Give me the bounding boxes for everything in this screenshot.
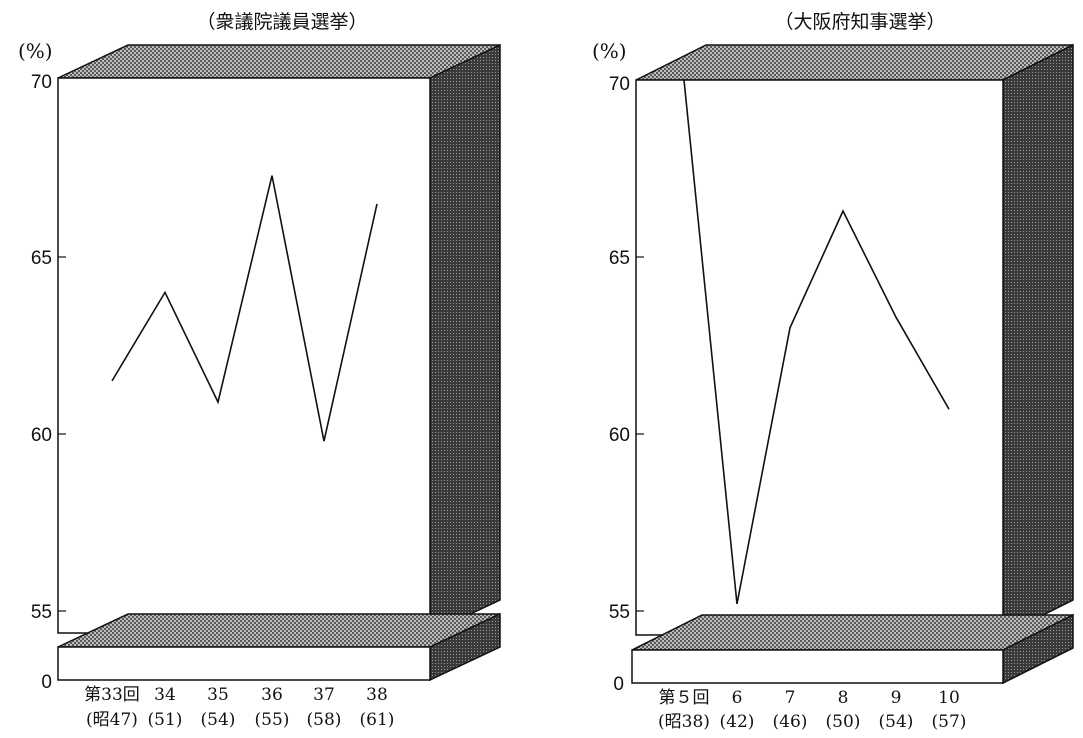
x-tick-label: 7	[785, 688, 796, 708]
box-top-face	[57, 44, 501, 79]
y-zero-label: 0	[41, 672, 52, 693]
x-tick-sublabel: (57)	[932, 712, 967, 732]
series-line	[683, 79, 950, 605]
x-tick-label: 9	[891, 688, 902, 708]
x-tick-sublabel: (昭38)	[658, 712, 710, 732]
y-tick-label: 60	[31, 425, 52, 446]
y-axis-unit-label: (%)	[18, 39, 53, 63]
x-tick-sublabel: (54)	[201, 710, 236, 730]
x-tick-label: 第33回	[84, 685, 140, 705]
x-tick-sublabel: (51)	[148, 710, 183, 730]
x-tick-sublabel: (61)	[360, 710, 395, 730]
x-tick-sublabel: (54)	[879, 712, 914, 732]
y-tick-label: 60	[609, 425, 630, 446]
x-tick-sublabel: (昭47)	[86, 710, 138, 730]
y-zero-label: 0	[613, 674, 624, 695]
chart-house-of-representatives: （衆議院議員選挙） (%) 70 65 60 55 0 第33回 (昭47) 34 (…	[18, 11, 501, 730]
x-tick-sublabel: (50)	[826, 712, 861, 732]
x-tick-label: 35	[207, 685, 229, 705]
x-tick-sublabel: (55)	[255, 710, 290, 730]
box-side-face	[1002, 43, 1074, 637]
y-tick-label: 55	[609, 602, 630, 623]
x-tick-label: 8	[838, 688, 849, 708]
chart-osaka-governor: （大阪府知事選挙） (%) 70 65 60 55 0 第５回 (昭38) 6 (42…	[592, 11, 1074, 732]
y-tick-label: 70	[31, 72, 52, 93]
x-tick-sublabel: (42)	[720, 712, 755, 732]
x-tick-label: 38	[366, 685, 388, 705]
y-tick-label: 70	[609, 74, 630, 95]
x-axis-labels: 第33回 (昭47) 34 (51) 35 (54) 36 (55) 37 (58) 38 (61)	[84, 685, 394, 730]
plot-area	[57, 77, 431, 634]
chart-title: （衆議院議員選挙）	[196, 11, 367, 33]
y-axis-unit-label: (%)	[592, 39, 627, 63]
x-tick-label: 10	[938, 688, 960, 708]
x-axis-labels: 第５回 (昭38) 6 (42) 7 (46) 8 (50) 9 (54) 10 (57)	[658, 688, 966, 732]
x-tick-label: 36	[261, 685, 283, 705]
x-tick-sublabel: (46)	[773, 712, 808, 732]
chart-title: （大阪府知事選挙）	[774, 11, 945, 33]
x-tick-label: 34	[154, 685, 176, 705]
series-line	[111, 175, 378, 442]
base-top-face	[631, 614, 1074, 651]
y-tick-label: 55	[31, 602, 52, 623]
x-tick-label: 第５回	[659, 688, 710, 708]
base-top-face	[57, 613, 501, 648]
plot-area	[635, 79, 1004, 636]
x-tick-label: 6	[732, 688, 743, 708]
box-top-face	[635, 44, 1074, 81]
base-front-face	[57, 646, 431, 681]
x-tick-sublabel: (58)	[307, 710, 342, 730]
x-tick-label: 37	[313, 685, 335, 705]
base-front-face	[631, 649, 1004, 684]
y-tick-label: 65	[609, 248, 630, 269]
box-side-face	[429, 43, 501, 635]
y-tick-label: 65	[31, 248, 52, 269]
